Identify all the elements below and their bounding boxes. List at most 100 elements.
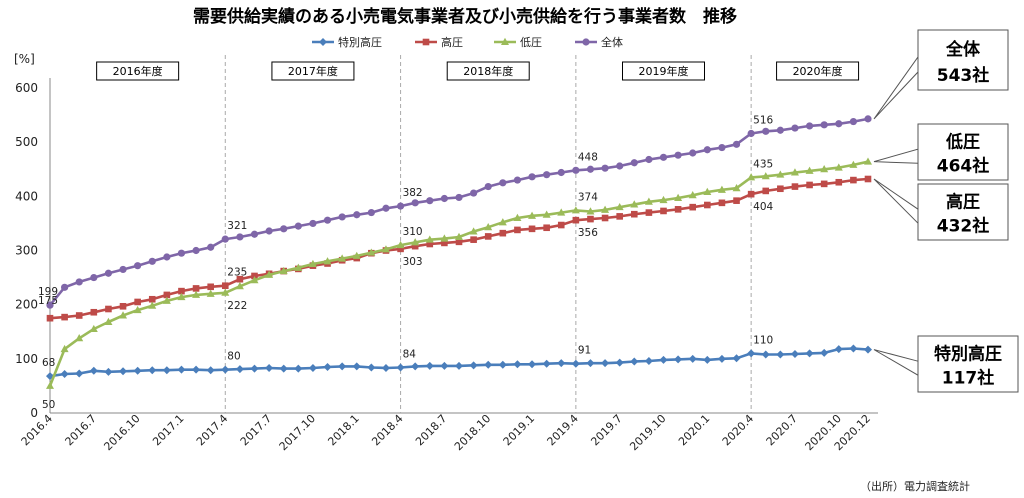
x-tick-label: 2020.4 xyxy=(720,412,756,448)
x-tick-label: 2019.10 xyxy=(627,412,668,453)
data-point xyxy=(75,278,83,286)
chart-legend: 特別高圧 高圧 低圧 全体 xyxy=(312,35,623,49)
data-point xyxy=(294,263,303,271)
data-point xyxy=(440,361,449,370)
data-point xyxy=(513,176,522,184)
data-point xyxy=(381,245,390,253)
data-point xyxy=(294,364,303,373)
data-point xyxy=(382,204,390,212)
data-point xyxy=(689,203,697,211)
data-point xyxy=(309,219,317,228)
data-point xyxy=(148,257,156,265)
fiscal-year-box xyxy=(96,61,180,81)
data-point xyxy=(630,200,639,208)
data-point xyxy=(46,381,54,389)
data-point xyxy=(134,298,141,306)
fiscal-year-box xyxy=(446,61,530,81)
fiscal-year-label: 2016年度 xyxy=(113,64,163,78)
y-axis-unit-label: [%] xyxy=(14,52,35,66)
data-point xyxy=(177,249,186,257)
data-point xyxy=(163,253,171,261)
data-point xyxy=(192,246,200,255)
data-point xyxy=(236,275,244,283)
data-point xyxy=(177,292,186,301)
data-point xyxy=(119,311,128,319)
data-point xyxy=(586,165,595,173)
data-point xyxy=(601,164,609,172)
callout-box xyxy=(917,183,1009,241)
chart-series xyxy=(46,115,872,389)
callout-count: 432社 xyxy=(937,216,990,237)
data-point xyxy=(221,288,230,296)
data-point xyxy=(470,236,477,243)
fiscal-year-label: 2020年度 xyxy=(793,64,843,78)
data-point xyxy=(747,129,755,138)
data-point xyxy=(104,317,113,325)
data-point xyxy=(192,365,201,374)
data-point xyxy=(704,201,711,209)
legend-label: 低圧 xyxy=(520,36,542,49)
callout-series-name: 高圧 xyxy=(946,192,980,213)
data-point xyxy=(791,124,799,132)
data-point xyxy=(235,365,244,374)
data-point xyxy=(207,283,214,291)
data-point xyxy=(834,345,843,354)
data-point xyxy=(250,364,259,373)
fiscal-year-label: 2018年度 xyxy=(463,64,513,78)
data-point xyxy=(133,366,142,375)
data-point xyxy=(105,305,112,313)
data-point xyxy=(644,357,653,365)
data-label: 310 xyxy=(403,226,423,238)
data-point xyxy=(397,245,404,253)
data-point xyxy=(762,127,770,135)
callout-pointer xyxy=(873,178,919,225)
data-point xyxy=(616,213,623,220)
data-point xyxy=(163,291,171,299)
data-point xyxy=(411,362,420,371)
data-point xyxy=(499,229,507,237)
legend-label: 高圧 xyxy=(441,35,463,49)
data-point xyxy=(90,308,98,316)
data-point xyxy=(805,122,814,130)
data-point xyxy=(688,191,697,199)
data-point xyxy=(747,173,756,181)
data-point xyxy=(630,159,638,167)
legend-swatch-marker xyxy=(582,38,590,46)
fiscal-year-label: 2017年度 xyxy=(288,64,338,78)
data-point xyxy=(703,187,712,195)
data-point xyxy=(762,187,770,195)
data-point xyxy=(806,181,813,189)
data-point xyxy=(557,359,566,368)
data-point xyxy=(717,354,726,363)
data-point xyxy=(104,367,113,376)
legend-swatch-marker xyxy=(501,37,509,45)
data-point xyxy=(206,366,215,375)
data-point xyxy=(528,211,537,219)
legend-label: 全体 xyxy=(601,35,623,49)
data-point xyxy=(235,282,244,290)
data-label: 222 xyxy=(227,300,247,312)
data-point xyxy=(498,218,507,226)
callout-count: 117社 xyxy=(942,368,995,389)
data-point xyxy=(557,221,565,229)
data-point xyxy=(134,262,142,270)
data-point xyxy=(820,165,829,173)
y-tick-label: 500 xyxy=(15,135,38,149)
data-point xyxy=(484,223,493,231)
data-point xyxy=(586,359,595,368)
data-point xyxy=(732,354,741,363)
data-point xyxy=(323,362,332,371)
data-point xyxy=(426,197,434,205)
data-point xyxy=(498,360,507,369)
data-point xyxy=(557,208,566,216)
data-point xyxy=(864,345,872,354)
data-point xyxy=(864,157,872,165)
data-label: 235 xyxy=(227,267,247,279)
data-point xyxy=(338,213,346,221)
data-point xyxy=(470,189,478,197)
data-label: 374 xyxy=(578,191,598,203)
data-point xyxy=(703,355,712,364)
data-point xyxy=(75,334,84,342)
data-point xyxy=(236,233,244,241)
